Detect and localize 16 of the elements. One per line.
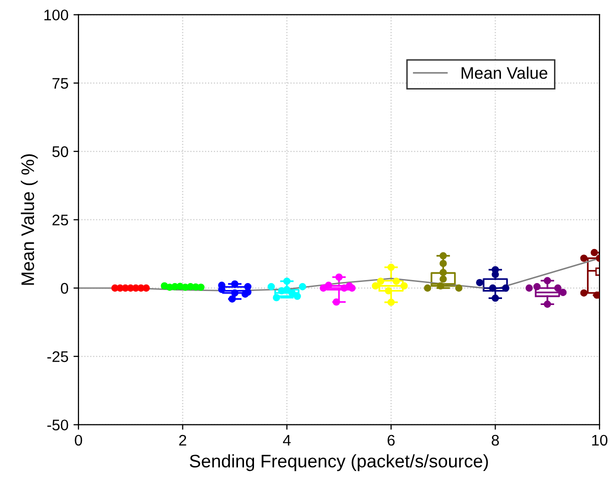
x-tick-label: 8	[492, 434, 499, 446]
y-tick-label: 75	[52, 78, 68, 89]
y-axis-title: Mean Value ( %)	[20, 154, 38, 285]
x-tick-label: 6	[388, 434, 395, 446]
y-tick-label: -50	[47, 420, 68, 430]
y-tick-label: 50	[52, 146, 68, 158]
legend-label: Mean Value	[462, 66, 548, 79]
x-axis-title: Sending Frequency (packet/s/source)	[190, 454, 488, 472]
x-tick-label: 4	[282, 435, 291, 446]
y-tick-label: -25	[47, 351, 68, 362]
y-tick-label: 0	[60, 282, 68, 294]
x-tick-label: 2	[179, 434, 186, 446]
x-tick-label: 10	[592, 434, 608, 446]
y-tick-label: 100	[44, 10, 68, 20]
y-tick-label: 25	[52, 214, 68, 226]
x-tick-label: 0	[74, 434, 82, 446]
